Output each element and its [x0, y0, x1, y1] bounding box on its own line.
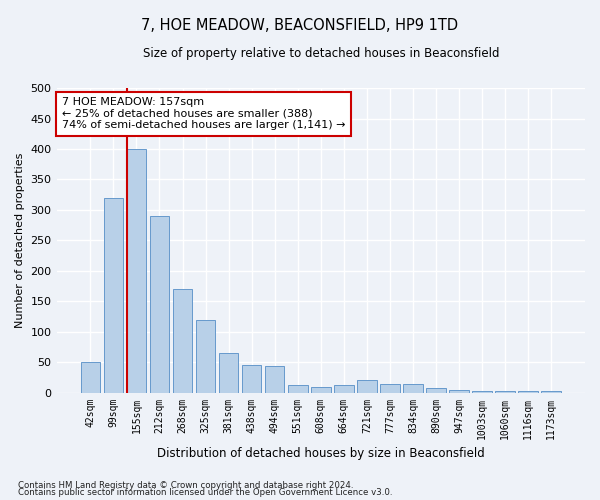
Bar [80, 362, 100, 392]
Bar [311, 386, 331, 392]
Text: 7 HOE MEADOW: 157sqm
← 25% of detached houses are smaller (388)
74% of semi-deta: 7 HOE MEADOW: 157sqm ← 25% of detached h… [62, 97, 346, 130]
Bar [518, 391, 538, 392]
Bar [496, 391, 515, 392]
Bar [449, 390, 469, 392]
Y-axis label: Number of detached properties: Number of detached properties [15, 152, 25, 328]
Bar [219, 353, 238, 393]
Bar [196, 320, 215, 392]
Title: Size of property relative to detached houses in Beaconsfield: Size of property relative to detached ho… [143, 48, 499, 60]
Bar [357, 380, 377, 392]
Bar [127, 149, 146, 392]
Bar [403, 384, 423, 392]
Bar [149, 216, 169, 392]
Bar [380, 384, 400, 392]
Bar [334, 386, 353, 392]
Bar [288, 386, 308, 392]
Bar [104, 198, 123, 392]
Bar [426, 388, 446, 392]
Text: 7, HOE MEADOW, BEACONSFIELD, HP9 1TD: 7, HOE MEADOW, BEACONSFIELD, HP9 1TD [142, 18, 458, 32]
Text: Contains public sector information licensed under the Open Government Licence v3: Contains public sector information licen… [18, 488, 392, 497]
Bar [242, 366, 262, 392]
Bar [472, 391, 492, 392]
Bar [541, 391, 561, 392]
Bar [265, 366, 284, 392]
Bar [173, 289, 193, 393]
Text: Contains HM Land Registry data © Crown copyright and database right 2024.: Contains HM Land Registry data © Crown c… [18, 480, 353, 490]
X-axis label: Distribution of detached houses by size in Beaconsfield: Distribution of detached houses by size … [157, 447, 485, 460]
